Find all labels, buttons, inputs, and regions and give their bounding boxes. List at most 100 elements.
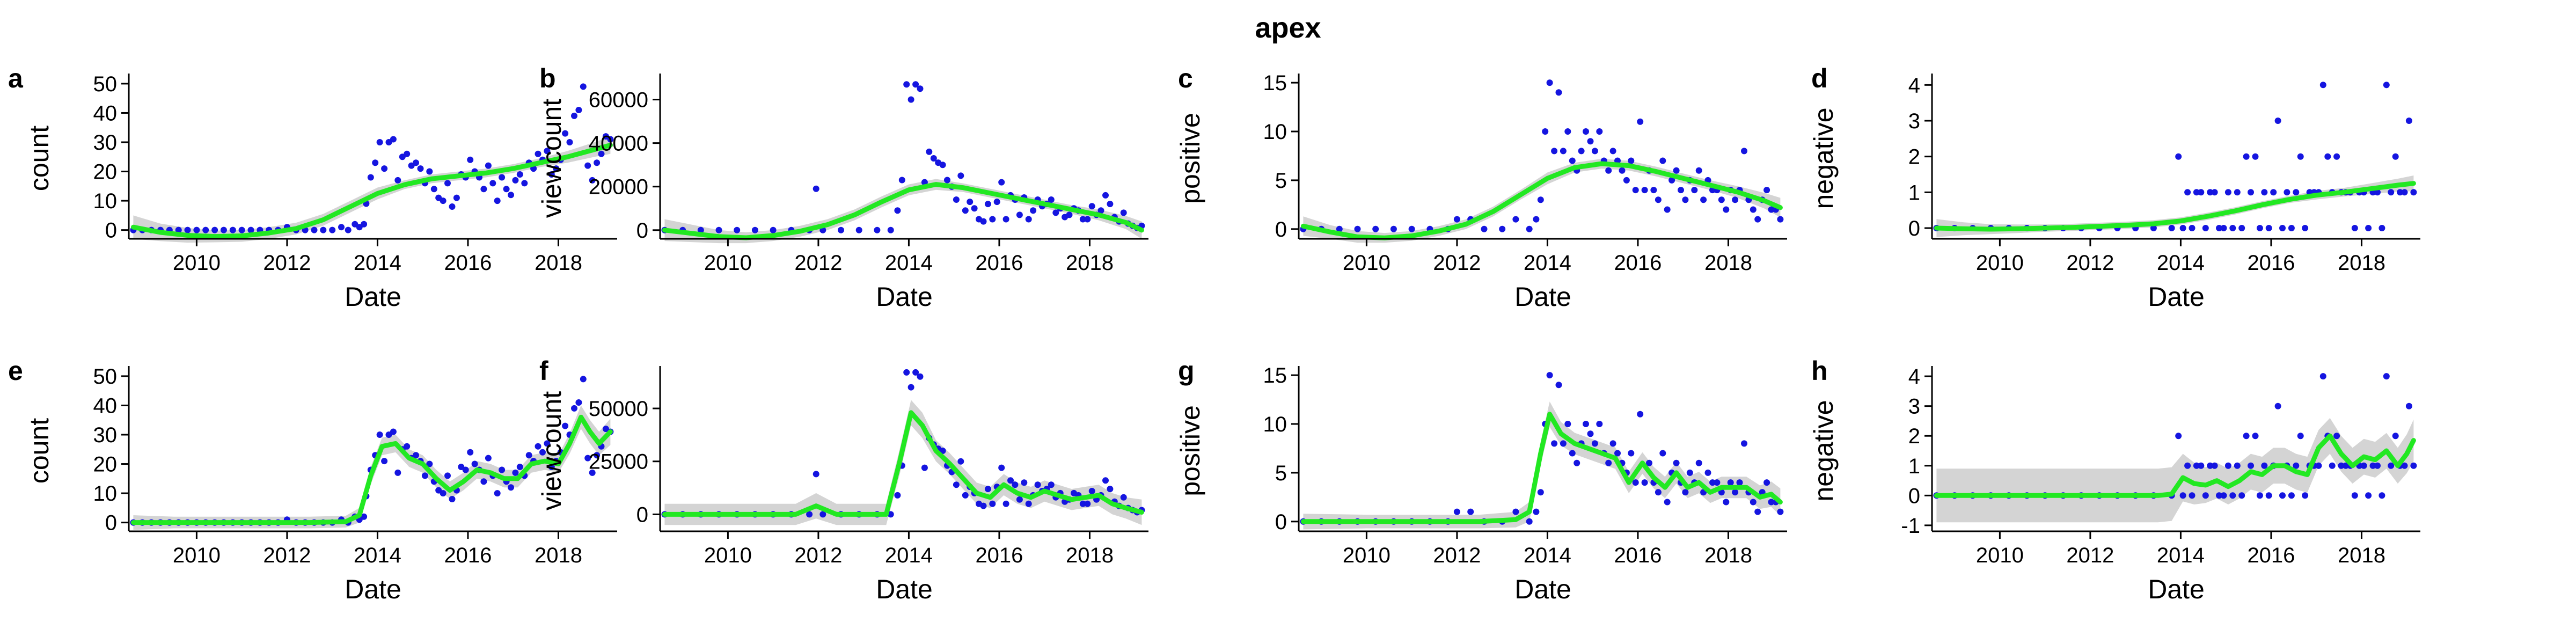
x-axis-label: Date [2148, 282, 2205, 312]
data-point [1048, 481, 1055, 488]
data-point [2202, 225, 2209, 231]
data-point [2293, 462, 2300, 469]
data-point [898, 177, 905, 184]
panel-g: g 0 5 10 15 2010 2012 2014 2016 2018 Date positive [1175, 356, 1787, 604]
data-point [485, 162, 492, 169]
data-point [2302, 492, 2309, 499]
data-point [1560, 440, 1567, 447]
data-point [467, 156, 474, 163]
data-point [1723, 499, 1730, 506]
data-point [453, 194, 460, 201]
data-point [2184, 189, 2191, 196]
data-point [516, 464, 523, 470]
data-point [430, 186, 437, 193]
data-point [602, 426, 609, 433]
y-axis-label: negative [1809, 107, 1839, 209]
y-tick-label: -1 [1901, 514, 1920, 538]
data-point [361, 221, 368, 228]
data-point [584, 162, 591, 169]
smooth-line [1300, 412, 1783, 524]
data-point [917, 85, 924, 92]
x-tick-label: 2010 [704, 544, 752, 567]
data-point [1481, 225, 1488, 232]
data-points [1933, 82, 2417, 231]
data-point [894, 207, 901, 214]
y-tick-label: 20000 [589, 175, 648, 199]
x-tick-label: 2018 [535, 251, 582, 275]
data-point [1569, 450, 1576, 457]
data-point [930, 155, 937, 162]
x-tick-label: 2010 [173, 544, 221, 567]
data-point [962, 492, 969, 499]
data-point [908, 384, 914, 391]
data-point [440, 490, 447, 497]
x-tick-label: 2014 [885, 251, 933, 275]
data-point [376, 139, 383, 145]
data-point [1695, 167, 1702, 174]
data-point [953, 196, 960, 203]
data-point [838, 226, 844, 233]
data-point [2338, 462, 2345, 469]
y-tick-label: 60000 [589, 89, 648, 112]
x-tick-label: 2014 [2157, 251, 2205, 275]
data-point [1102, 192, 1109, 199]
data-point [1763, 479, 1770, 486]
data-point [494, 490, 501, 497]
data-point [1088, 488, 1095, 494]
data-point [311, 226, 318, 233]
data-point [1682, 196, 1689, 203]
data-point [1646, 459, 1652, 466]
x-tick-label: 2018 [535, 544, 582, 567]
x-tick-label: 2014 [354, 251, 401, 275]
data-point [535, 150, 541, 157]
y-axis-label: count [24, 126, 54, 191]
data-point [1623, 177, 1630, 184]
data-point [444, 180, 451, 187]
data-point [413, 452, 419, 459]
data-point [229, 226, 236, 233]
data-point [1668, 177, 1675, 184]
x-axis-label: Date [876, 282, 933, 312]
data-point [2220, 492, 2227, 499]
data-point [1741, 148, 1747, 155]
data-point [1088, 203, 1095, 210]
data-point [1659, 450, 1666, 457]
smooth-line [1300, 161, 1783, 240]
data-point [584, 455, 591, 462]
x-tick-label: 2016 [444, 251, 492, 275]
y-axis-label: viewcount [537, 391, 567, 510]
data-point [539, 449, 546, 456]
data-point [1569, 157, 1576, 164]
data-point [1526, 518, 1533, 525]
data-point [957, 458, 964, 465]
data-point [2243, 153, 2250, 160]
data-point [1619, 167, 1626, 174]
panel-tag: a [8, 63, 24, 93]
data-point [320, 226, 327, 233]
data-point [1754, 216, 1761, 223]
data-point [998, 464, 1005, 471]
data-point [381, 165, 388, 172]
data-point [813, 185, 819, 192]
data-point [480, 186, 487, 193]
y-axis-label: count [24, 418, 54, 484]
y-tick-label: 0 [1908, 484, 1920, 508]
data-point [751, 226, 758, 233]
data-point [1560, 148, 1567, 155]
data-point [1012, 481, 1019, 488]
data-point [372, 159, 379, 166]
data-point [1533, 508, 1540, 515]
x-tick-label: 2010 [173, 251, 221, 275]
x-tick-label: 2014 [1524, 251, 1571, 275]
y-tick-label: 40 [93, 394, 118, 418]
panel-d: d 0 1 2 3 4 2010 2012 2014 2016 2018 Date negative [1809, 63, 2420, 312]
data-point [1533, 216, 1540, 223]
data-point [2243, 433, 2250, 440]
data-point [1551, 148, 1558, 155]
x-tick-label: 2018 [1704, 251, 1752, 275]
data-point [697, 226, 704, 233]
figure-title: apex [1255, 12, 1321, 44]
x-tick-label: 2016 [2247, 544, 2295, 567]
data-point [1034, 481, 1041, 488]
data-point [2238, 225, 2245, 231]
